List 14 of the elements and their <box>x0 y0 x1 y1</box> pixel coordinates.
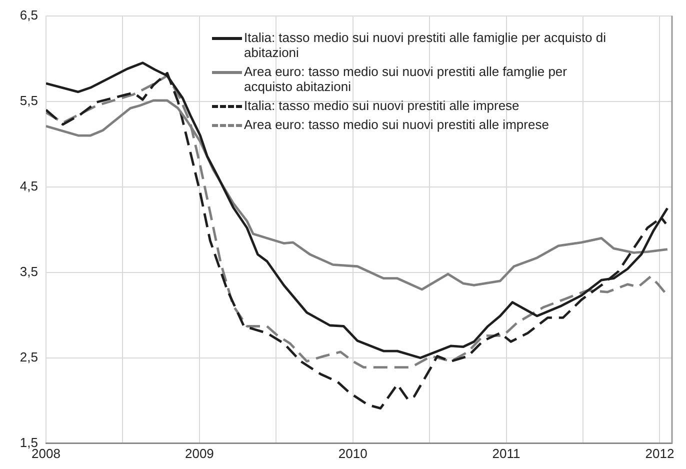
legend-label: Area euro: tasso medio sui nuovi prestiti alle imprese <box>244 117 549 132</box>
legend-label: Italia: tasso medio sui nuovi prestiti alle famiglie per acquisto di abitazioni <box>244 30 608 60</box>
legend-label: Area euro: tasso medio sui nuovi prestiti alle famglie per acquisto abitazioni <box>244 64 568 94</box>
x-tick-label: 2009 <box>184 446 214 461</box>
legend-label: Italia: tasso medio sui nuovi prestiti alle imprese <box>244 98 520 113</box>
y-tick-label: 4,5 <box>20 178 38 194</box>
y-tick-label: 3,5 <box>20 264 38 279</box>
y-tick-label: 2,5 <box>20 349 38 364</box>
x-tick-label: 2011 <box>492 446 520 461</box>
y-tick-label: 1,5 <box>20 434 38 450</box>
y-tick-label: 6,5 <box>20 7 38 22</box>
x-tick-label: 2010 <box>338 446 368 461</box>
y-tick-label: 5,5 <box>20 92 38 108</box>
x-tick-label: 2012 <box>645 446 674 461</box>
